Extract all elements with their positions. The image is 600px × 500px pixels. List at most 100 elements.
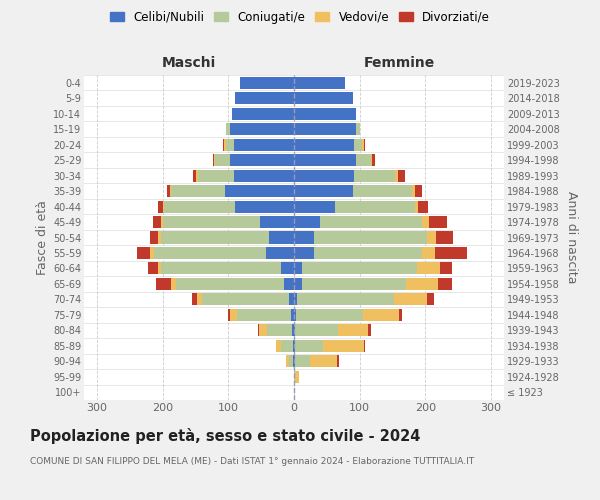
Bar — [294, 154, 371, 166]
Text: Femmine: Femmine — [364, 56, 434, 70]
Bar — [294, 138, 364, 150]
Bar — [281, 340, 294, 352]
Bar — [161, 262, 294, 274]
Bar — [294, 200, 428, 212]
Bar — [294, 108, 356, 120]
Bar — [294, 324, 338, 336]
Bar — [266, 247, 294, 259]
Bar — [230, 123, 294, 135]
Bar — [294, 356, 338, 368]
Bar — [240, 76, 294, 89]
Bar — [224, 138, 294, 150]
Bar — [294, 216, 447, 228]
Bar — [294, 278, 302, 290]
Bar — [223, 138, 294, 150]
Bar — [196, 170, 294, 181]
Bar — [294, 123, 359, 135]
Bar — [260, 216, 294, 228]
Bar — [235, 92, 294, 104]
Bar — [170, 278, 294, 290]
Bar — [170, 185, 294, 197]
Bar — [191, 294, 294, 306]
Bar — [294, 200, 418, 212]
Bar — [235, 200, 294, 212]
Bar — [294, 108, 356, 120]
Bar — [294, 247, 422, 259]
Bar — [294, 262, 302, 274]
Bar — [294, 108, 356, 120]
Bar — [294, 185, 422, 197]
Bar — [149, 232, 294, 243]
Bar — [197, 294, 294, 306]
Text: COMUNE DI SAN FILIPPO DEL MELA (ME) - Dati ISTAT 1° gennaio 2024 - Elaborazione : COMUNE DI SAN FILIPPO DEL MELA (ME) - Da… — [30, 458, 474, 466]
Bar — [294, 340, 365, 352]
Bar — [235, 92, 294, 104]
Bar — [163, 200, 294, 212]
Bar — [212, 154, 294, 166]
Bar — [235, 92, 294, 104]
Bar — [294, 170, 398, 181]
Bar — [294, 154, 372, 166]
Bar — [294, 154, 376, 166]
Bar — [286, 356, 294, 368]
Bar — [226, 123, 294, 135]
Bar — [232, 108, 294, 120]
Bar — [294, 123, 359, 135]
Y-axis label: Fasce di età: Fasce di età — [35, 200, 49, 275]
Legend: Celibi/Nubili, Coniugati/e, Vedovi/e, Divorziati/e: Celibi/Nubili, Coniugati/e, Vedovi/e, Di… — [105, 6, 495, 28]
Bar — [232, 108, 294, 120]
Bar — [163, 216, 294, 228]
Bar — [230, 154, 294, 166]
Bar — [294, 108, 356, 120]
Bar — [294, 200, 415, 212]
Bar — [294, 123, 356, 135]
Bar — [286, 356, 294, 368]
Bar — [294, 371, 295, 383]
Bar — [294, 247, 314, 259]
Bar — [294, 294, 434, 306]
Bar — [281, 262, 294, 274]
Bar — [275, 340, 294, 352]
Bar — [197, 170, 294, 181]
Bar — [294, 309, 363, 321]
Bar — [157, 200, 294, 212]
Bar — [294, 185, 353, 197]
Bar — [294, 324, 367, 336]
Bar — [294, 324, 295, 336]
Bar — [232, 108, 294, 120]
Bar — [289, 356, 294, 368]
Bar — [237, 309, 294, 321]
Bar — [215, 154, 294, 166]
Bar — [294, 294, 427, 306]
Y-axis label: Anni di nascita: Anni di nascita — [565, 191, 578, 284]
Bar — [294, 309, 402, 321]
Bar — [230, 309, 294, 321]
Bar — [240, 76, 294, 89]
Bar — [294, 309, 296, 321]
Bar — [161, 232, 294, 243]
Bar — [229, 309, 294, 321]
Bar — [294, 216, 428, 228]
Bar — [156, 278, 294, 290]
Bar — [294, 356, 337, 368]
Bar — [233, 170, 294, 181]
Bar — [294, 232, 427, 243]
Bar — [294, 200, 335, 212]
Bar — [240, 76, 294, 89]
Bar — [226, 138, 294, 150]
Bar — [225, 185, 294, 197]
Bar — [235, 92, 294, 104]
Bar — [258, 324, 294, 336]
Bar — [294, 76, 345, 89]
Bar — [294, 262, 417, 274]
Bar — [294, 185, 415, 197]
Bar — [294, 76, 345, 89]
Bar — [294, 138, 362, 150]
Bar — [226, 123, 294, 135]
Bar — [226, 123, 294, 135]
Bar — [164, 200, 294, 212]
Bar — [294, 356, 310, 368]
Bar — [294, 262, 452, 274]
Text: Maschi: Maschi — [162, 56, 216, 70]
Bar — [294, 76, 345, 89]
